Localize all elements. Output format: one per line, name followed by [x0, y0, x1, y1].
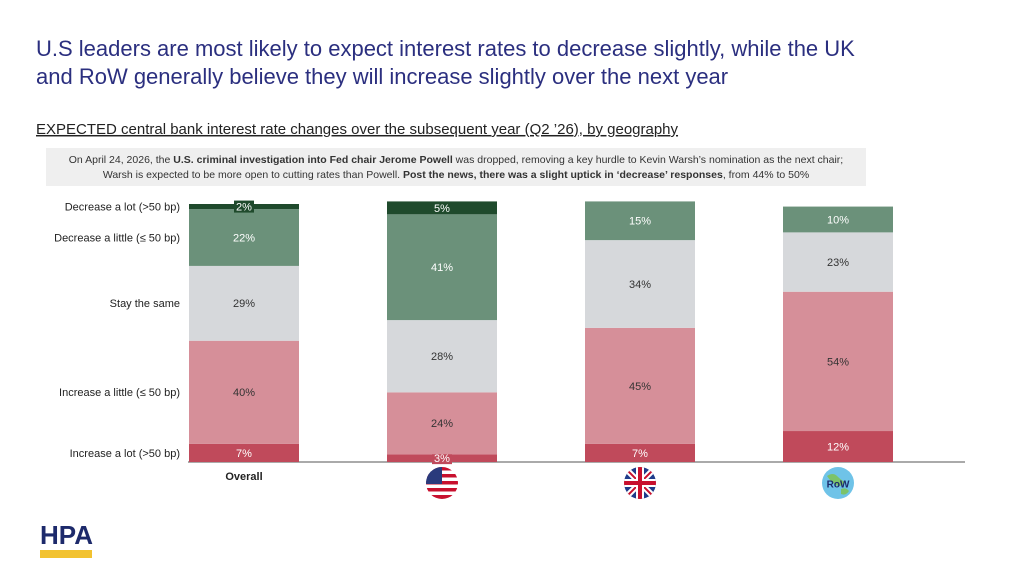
- annotation-segment: On April 24, 2026, the: [69, 154, 174, 166]
- legend-label: Decrease a little (≤ 50 bp): [54, 232, 180, 244]
- row-globe: [822, 467, 854, 499]
- value-label: 12%: [827, 441, 849, 453]
- annotation-line: Warsh is expected to be more open to cut…: [103, 169, 809, 181]
- bar-segment: [783, 232, 893, 292]
- value-label: 5%: [434, 203, 450, 215]
- bar-segment: [585, 240, 695, 328]
- bar-segment: [585, 327, 695, 444]
- annotation-segment: was dropped, removing a key hurdle to Ke…: [453, 154, 843, 166]
- value-label: 29%: [233, 298, 255, 310]
- annotation-segment: , from 44% to 50%: [723, 169, 809, 181]
- value-label: 2%: [236, 201, 252, 213]
- value-label: 41%: [431, 262, 453, 274]
- annotation-segment: Warsh is expected to be more open to cut…: [103, 169, 403, 181]
- plot: 7% Increase a lot (>50 bp) 40% Increase a l…: [54, 200, 893, 483]
- bar-segment: [387, 392, 497, 455]
- value-label: 34%: [629, 279, 651, 291]
- annotation-segment: Post the news, there was a slight uptick…: [403, 169, 723, 181]
- value-label: 28%: [431, 351, 453, 363]
- x-tick-label: RoW: [827, 480, 850, 491]
- value-label: 40%: [233, 387, 255, 399]
- value-label: 3%: [434, 453, 450, 465]
- annotation-line: On April 24, 2026, the U.S. criminal inv…: [69, 154, 843, 166]
- uk-flag: [624, 467, 656, 499]
- subtitle: EXPECTED central bank interest rate chan…: [36, 121, 679, 138]
- legend-label: Stay the same: [110, 298, 180, 310]
- label-box: [432, 452, 452, 465]
- annotation-box: [46, 148, 866, 186]
- annotation-segment: U.S. criminal investigation into Fed cha…: [173, 154, 453, 166]
- value-label: 45%: [629, 381, 651, 393]
- value-label: 10%: [827, 214, 849, 226]
- logo: HPA: [40, 520, 93, 558]
- bar-segment: [783, 291, 893, 432]
- title-line: and RoW generally believe they will incr…: [36, 64, 728, 89]
- annotation: On April 24, 2026, the U.S. criminal inv…: [69, 154, 843, 181]
- bar-segment: [783, 431, 893, 462]
- value-label: 23%: [827, 257, 849, 269]
- logo-bar: [40, 550, 92, 558]
- legend-label: Increase a lot (>50 bp): [70, 448, 180, 460]
- legend-label: Increase a little (≤ 50 bp): [59, 387, 180, 399]
- bar-segment: [189, 340, 299, 444]
- bar-segment: [585, 201, 695, 241]
- value-label: 7%: [632, 448, 648, 460]
- bar-segment: [387, 320, 497, 393]
- bar-segment: [189, 443, 299, 462]
- label-box: [432, 201, 452, 214]
- bar-segment: [189, 265, 299, 341]
- logo-text: HPA: [40, 520, 93, 550]
- value-label: 54%: [827, 356, 849, 368]
- value-label: 22%: [233, 232, 255, 244]
- label-box: [234, 200, 254, 213]
- bar-segment: [585, 443, 695, 462]
- value-label: 24%: [431, 418, 453, 430]
- bar-segment: [783, 206, 893, 233]
- title-line: U.S leaders are most likely to expect in…: [36, 36, 855, 61]
- legend-label: Decrease a lot (>50 bp): [65, 201, 180, 213]
- us-flag: [426, 467, 458, 499]
- bar-segment: [189, 209, 299, 266]
- value-label: 15%: [629, 216, 651, 228]
- x-tick-label: Overall: [225, 471, 262, 483]
- bar-segment: [387, 214, 497, 321]
- value-label: 7%: [236, 448, 252, 460]
